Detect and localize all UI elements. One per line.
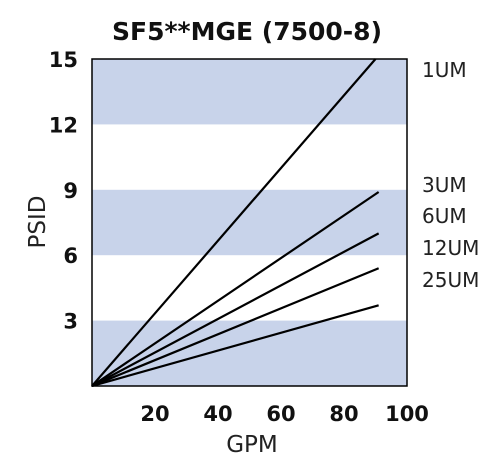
x-tick-labels: 20 40 60 80 100 (140, 402, 429, 426)
y-tick-label: 6 (63, 244, 78, 268)
background-bands (92, 59, 407, 386)
series-lines (91, 58, 380, 388)
series-label-25um: 25UM (422, 268, 479, 292)
x-tick-label: 100 (385, 402, 429, 426)
plot-frame (91, 58, 408, 387)
series-line-25um (91, 304, 379, 388)
series-label-1um: 1UM (422, 58, 467, 82)
y-tick-label: 12 (49, 113, 78, 137)
y-tick-labels: 3 6 9 12 15 (49, 48, 78, 334)
x-tick-label: 40 (203, 402, 232, 426)
series-label-3um: 3UM (422, 173, 467, 197)
series-line-3um (91, 191, 380, 387)
series-line-1um (91, 58, 377, 387)
x-tick-label: 80 (329, 402, 358, 426)
band-0 (92, 320, 407, 386)
y-tick-label: 15 (49, 48, 78, 72)
series-label-6um: 6UM (422, 204, 467, 228)
band-1 (92, 189, 407, 256)
x-tick-label: 60 (266, 402, 295, 426)
y-tick-label: 9 (63, 179, 78, 203)
band-2 (92, 59, 407, 125)
series-line-12um (91, 267, 380, 388)
chart-title: SF5**MGE (7500-8) (112, 17, 382, 46)
y-tick-label: 3 (63, 310, 78, 334)
x-tick-label: 20 (140, 402, 169, 426)
x-axis-label: GPM (226, 432, 278, 458)
series-line-6um (91, 232, 380, 387)
series-label-12um: 12UM (422, 236, 479, 260)
series-labels: 1UM 3UM 6UM 12UM 25UM (422, 58, 479, 292)
y-axis-label: PSID (25, 196, 51, 249)
